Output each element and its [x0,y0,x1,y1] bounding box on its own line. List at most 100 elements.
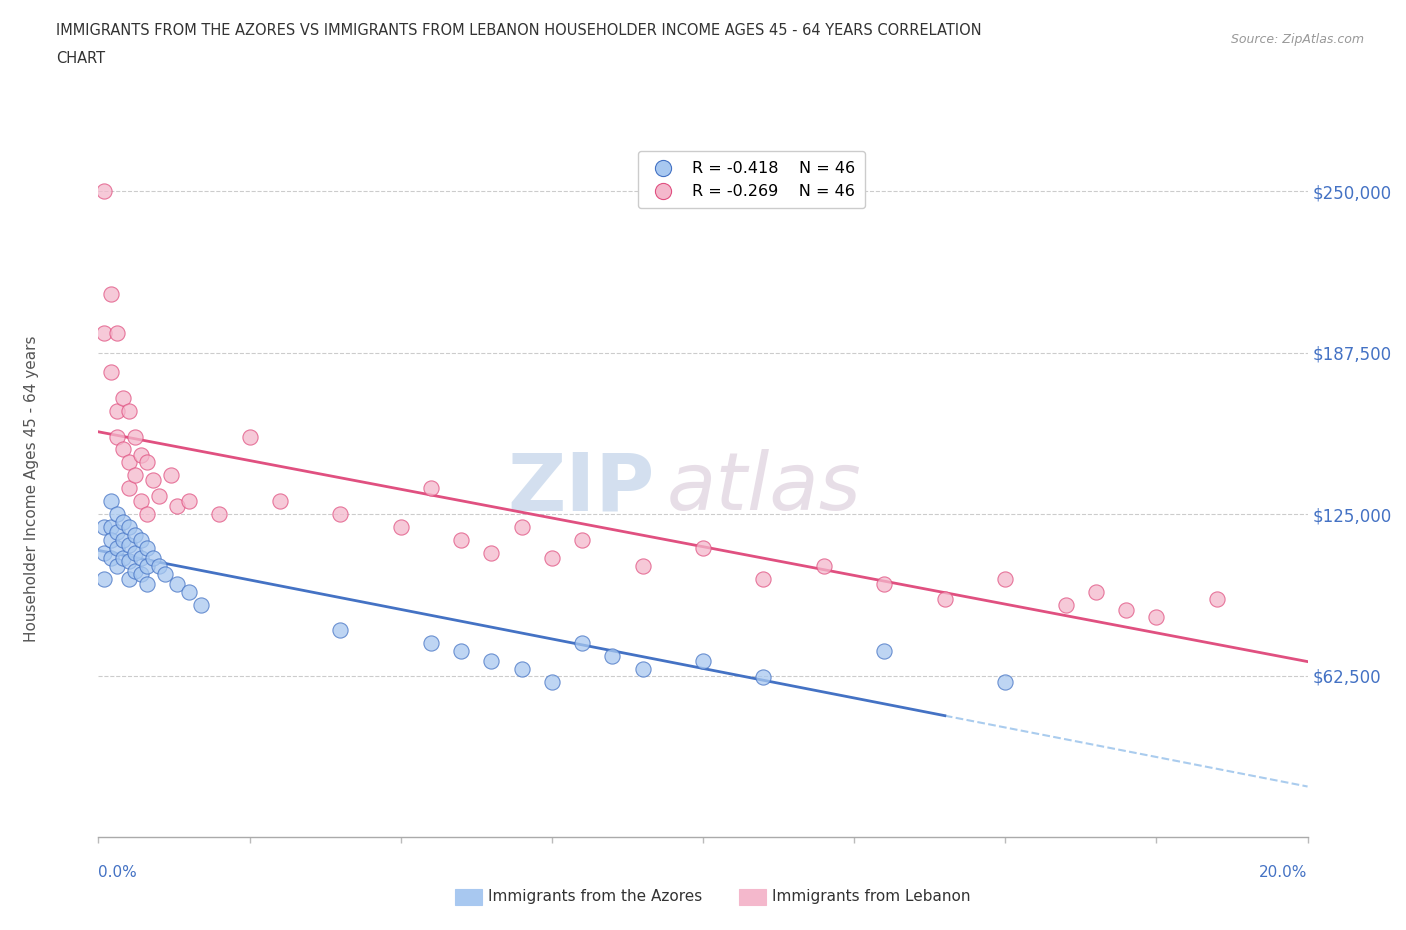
Point [100,520,122,535]
Point [692,540,714,555]
Point [329,507,352,522]
Point [129,494,152,509]
Point [118,404,141,418]
Point [160,468,183,483]
Point [129,533,152,548]
Text: Source: ZipAtlas.com: Source: ZipAtlas.com [1230,33,1364,46]
Point [481,654,503,669]
Point [100,287,122,302]
Point [118,571,141,586]
Point [118,520,141,535]
Point [111,551,134,565]
Point [813,558,835,573]
Point [994,571,1017,586]
Text: 20.0%: 20.0% [1260,865,1308,880]
Point [100,533,122,548]
Point [129,551,152,565]
Point [105,558,128,573]
Point [93,326,115,340]
Point [166,577,188,591]
Point [148,488,170,503]
Point [93,184,115,199]
Point [93,520,115,535]
Point [571,636,593,651]
Point [100,365,122,379]
Point [631,661,654,676]
Point [118,538,141,552]
Point [329,623,352,638]
Point [105,507,128,522]
Point [124,527,146,542]
Point [166,498,188,513]
Point [100,494,122,509]
Point [153,566,176,581]
Point [129,447,152,462]
Point [934,591,956,606]
Point [124,545,146,560]
Point [389,520,412,535]
Point [540,551,562,565]
Point [571,533,593,548]
Point [135,507,157,522]
Text: atlas: atlas [666,449,862,527]
Point [105,540,128,555]
Point [208,507,231,522]
Text: IMMIGRANTS FROM THE AZORES VS IMMIGRANTS FROM LEBANON HOUSEHOLDER INCOME AGES 45: IMMIGRANTS FROM THE AZORES VS IMMIGRANTS… [56,23,981,38]
Point [752,571,775,586]
Point [93,545,115,560]
Text: 0.0%: 0.0% [98,865,138,880]
Point [135,558,157,573]
Point [752,670,775,684]
Point [124,468,146,483]
Point [540,674,562,689]
Point [179,584,201,599]
Point [1085,584,1108,599]
Point [269,494,291,509]
Point [129,566,152,581]
Point [111,533,134,548]
Point [142,551,165,565]
Point [420,636,443,651]
Point [111,442,134,457]
Point [105,326,128,340]
Point [994,674,1017,689]
Text: ZIP: ZIP [508,449,655,527]
Legend: R = -0.418    N = 46, R = -0.269    N = 46: R = -0.418 N = 46, R = -0.269 N = 46 [638,151,865,208]
Point [481,545,503,560]
Point [450,533,472,548]
Point [118,553,141,568]
Point [1144,610,1167,625]
Point [118,481,141,496]
Point [135,540,157,555]
Point [239,429,262,444]
Point [873,644,896,658]
Point [1206,591,1229,606]
Bar [740,889,766,905]
Point [111,391,134,405]
Point [179,494,201,509]
Point [510,520,533,535]
Bar [456,889,482,905]
Point [148,558,170,573]
Point [118,455,141,470]
Point [510,661,533,676]
Point [111,514,134,529]
Point [450,644,472,658]
Text: Householder Income Ages 45 - 64 years: Householder Income Ages 45 - 64 years [24,335,39,642]
Point [93,571,115,586]
Text: Immigrants from Lebanon: Immigrants from Lebanon [772,889,970,905]
Point [135,577,157,591]
Point [100,551,122,565]
Point [135,455,157,470]
Point [692,654,714,669]
Point [420,481,443,496]
Point [1054,597,1077,612]
Point [105,404,128,418]
Point [124,429,146,444]
Point [105,429,128,444]
Point [873,577,896,591]
Point [142,473,165,488]
Text: Immigrants from the Azores: Immigrants from the Azores [488,889,702,905]
Point [190,597,212,612]
Point [602,649,624,664]
